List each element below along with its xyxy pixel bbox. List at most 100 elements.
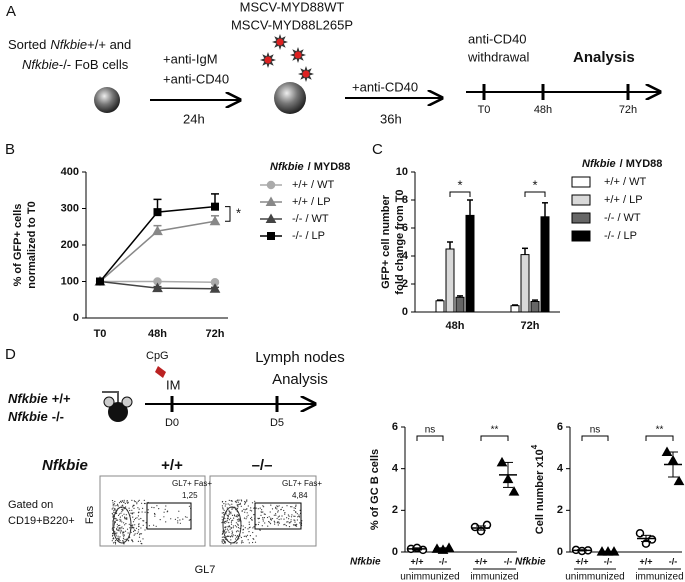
flow-dot — [225, 532, 227, 534]
flow-dot — [264, 522, 266, 524]
flow-dot — [236, 526, 238, 528]
flow-dot — [226, 507, 228, 509]
flow-dot — [247, 539, 249, 541]
text: Nfkbie-/- FoB cells — [22, 57, 129, 72]
flow-dot — [263, 506, 265, 508]
flow-dot — [230, 513, 232, 515]
flow-dot — [117, 525, 120, 527]
flow-dot — [221, 540, 223, 543]
flow-dot — [124, 518, 126, 520]
flow-dot — [291, 506, 293, 508]
flow-dot — [112, 542, 115, 544]
flow-dot — [299, 522, 301, 524]
cell-icon — [94, 87, 120, 113]
flow-dot — [221, 516, 223, 518]
y-tick-label: 6 — [402, 222, 408, 234]
flow-dot — [223, 540, 225, 542]
flow-dot — [114, 500, 116, 503]
flow-dot — [246, 516, 248, 518]
flow-dot — [122, 534, 124, 536]
flow-dot — [299, 509, 301, 511]
flow-dot — [128, 523, 130, 525]
x-tick-label: T0 — [94, 328, 107, 340]
flow-dot — [124, 524, 126, 526]
text: Sorted Nfkbie+/+ and — [8, 37, 131, 52]
flow-dot — [126, 517, 128, 519]
panel-a: A Sorted Nfkbie+/+ and Nfkbie-/- FoB cell… — [6, 0, 660, 126]
flow-dot — [237, 520, 239, 522]
legend-swatch — [571, 230, 591, 242]
flow-dot — [238, 518, 240, 520]
flow-dot — [179, 522, 181, 524]
flow-dot — [113, 524, 115, 526]
flow-dot — [291, 514, 293, 516]
marker — [152, 225, 163, 236]
flow-dot — [235, 536, 238, 538]
flow-dot — [119, 516, 121, 518]
text: Nfkbie -/- — [8, 409, 64, 424]
flow-dot — [118, 530, 120, 532]
x-tick-label: -/- — [504, 556, 513, 566]
flow-dot — [244, 500, 246, 503]
flow-dot — [114, 541, 116, 543]
flow-dot — [232, 534, 234, 536]
flow-dot — [248, 527, 250, 529]
flow-dot — [228, 535, 230, 537]
flow-dot — [259, 529, 261, 532]
y-tick-label: 8 — [402, 194, 408, 206]
flow-dot — [119, 518, 121, 520]
bar — [435, 300, 445, 313]
flow-dot — [140, 542, 142, 545]
flow-dot — [236, 504, 238, 506]
y-axis-label: GFP+ cell number — [380, 194, 392, 289]
flow-dot — [165, 521, 167, 523]
flow-dot — [230, 521, 232, 523]
text: +/+ — [161, 457, 183, 474]
flow-dot — [238, 520, 240, 522]
y-axis-label: % of GC B cells — [369, 449, 381, 530]
flow-dot — [114, 520, 116, 522]
flow-dot — [233, 517, 235, 519]
flow-dot — [138, 524, 140, 526]
flow-dot — [244, 527, 246, 529]
flow-dot — [142, 538, 144, 540]
text: Analysis — [573, 49, 635, 66]
bar — [445, 248, 455, 313]
flow-dot — [124, 502, 126, 505]
flow-dot — [243, 535, 245, 538]
marker — [96, 277, 104, 286]
flow-dot — [238, 499, 240, 501]
flow-dot — [117, 503, 119, 505]
flow-dot — [280, 508, 282, 510]
flow-dot — [269, 521, 271, 523]
flow-dot — [236, 500, 238, 502]
y-axis-label: Cell number x10 — [534, 449, 546, 534]
flow-dot — [235, 501, 237, 504]
flow-dot — [125, 538, 127, 540]
flow-dot — [247, 514, 249, 516]
flow-dot — [112, 503, 114, 506]
flow-dot — [298, 514, 300, 516]
flow-dot — [133, 519, 135, 521]
flow-dot — [135, 527, 138, 529]
flow-dot — [277, 516, 279, 518]
flow-dot — [246, 499, 248, 501]
flow-dot — [158, 508, 160, 510]
flow-dot — [232, 519, 234, 521]
flow-dot — [277, 524, 279, 526]
flow-dot — [252, 531, 254, 534]
flow-dot — [246, 512, 248, 514]
flow-dot — [286, 521, 288, 523]
flow-dot — [137, 531, 139, 533]
flow-dot — [283, 524, 285, 526]
flow-dot — [295, 504, 297, 506]
flow-dot — [294, 521, 296, 523]
flow-dot — [117, 505, 119, 507]
y-axis-label: 4 — [530, 444, 539, 449]
flow-dot — [231, 508, 233, 510]
flow-dot — [116, 526, 118, 528]
flow-dot — [118, 537, 120, 539]
flow-dot — [241, 510, 243, 512]
flow-dot — [144, 529, 146, 531]
flow-dot — [156, 505, 158, 507]
